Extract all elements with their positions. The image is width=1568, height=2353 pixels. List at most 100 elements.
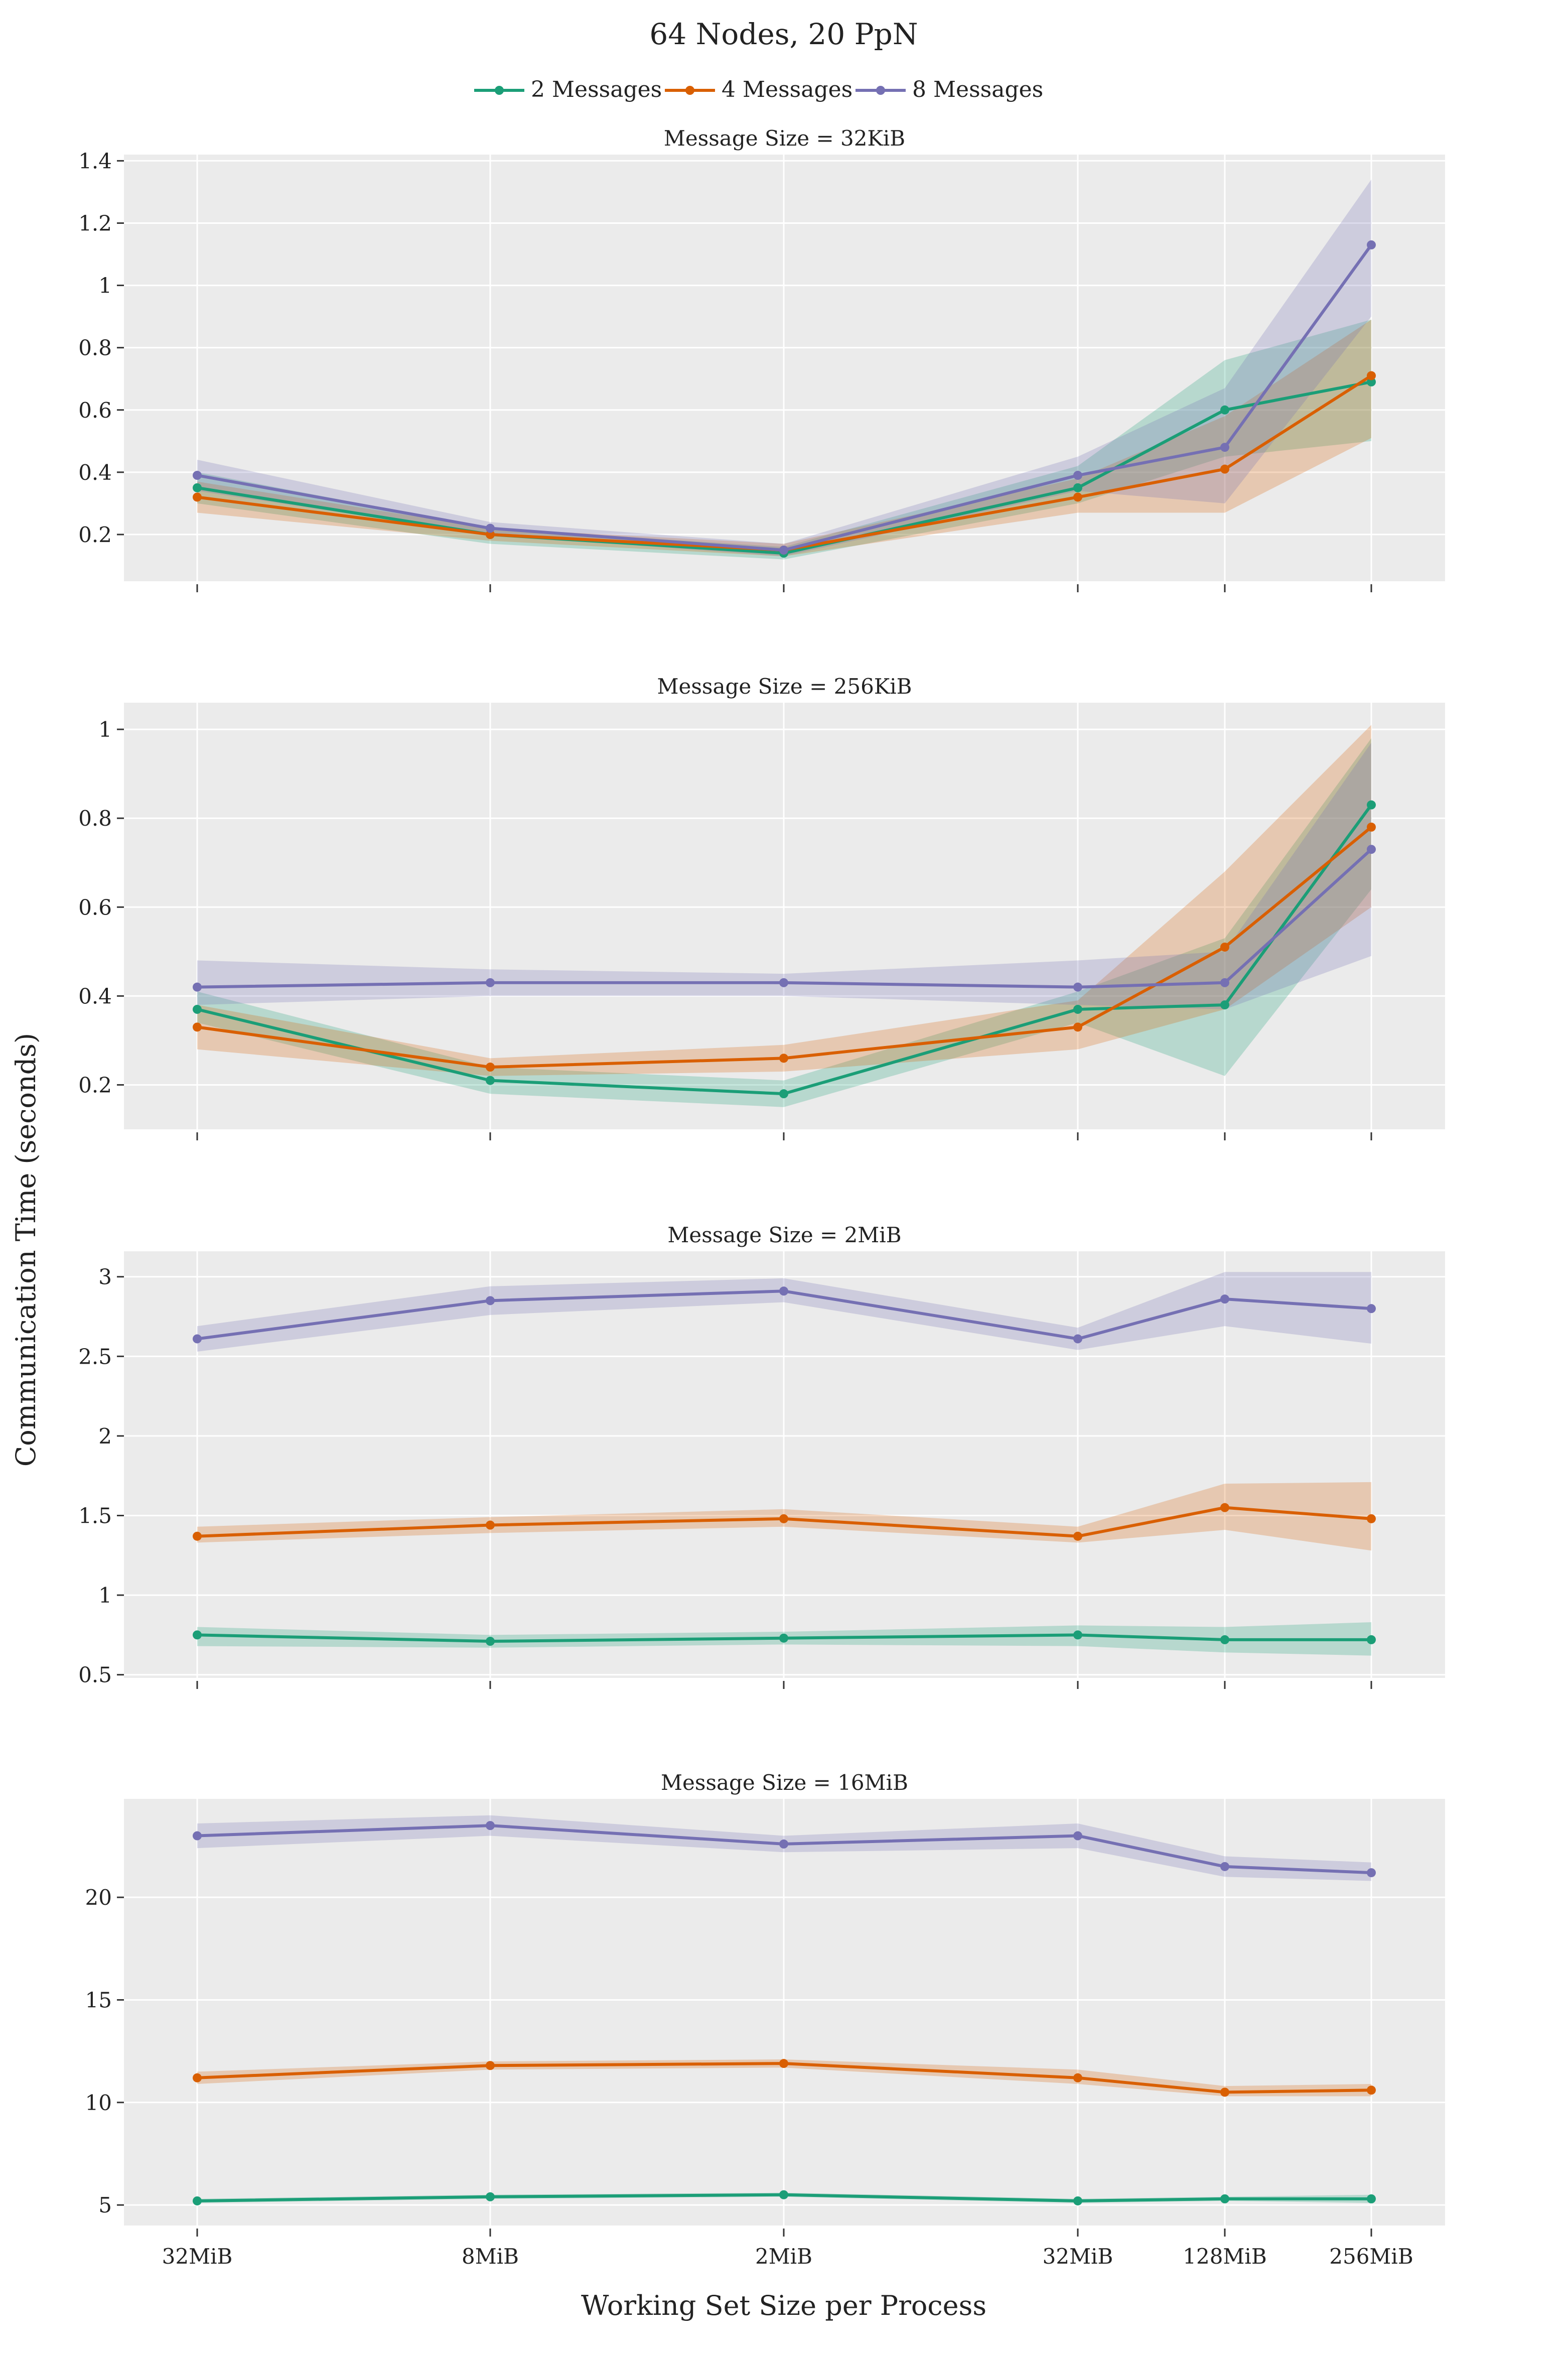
point-4-messages bbox=[779, 1514, 788, 1523]
point-2-messages bbox=[1073, 2196, 1082, 2205]
point-4-messages bbox=[1073, 492, 1082, 502]
point-4-messages bbox=[1220, 2087, 1229, 2097]
point-8-messages bbox=[193, 1831, 202, 1841]
x-tick-label: 256MiB bbox=[1329, 2244, 1413, 2269]
point-2-messages bbox=[779, 2190, 788, 2199]
point-2-messages bbox=[1367, 377, 1376, 386]
legend: 2 Messages 4 Messages 8 Messages bbox=[474, 77, 1043, 102]
point-8-messages bbox=[193, 471, 202, 480]
y-tick-label: 1 bbox=[98, 717, 112, 742]
series-line-4-messages bbox=[197, 1506, 1372, 1538]
y-tick-label: 2.5 bbox=[78, 1344, 112, 1369]
point-2-messages bbox=[193, 1630, 202, 1640]
point-2-messages bbox=[486, 1637, 495, 1646]
point-2-messages bbox=[193, 1004, 202, 1014]
point-8-messages bbox=[1220, 443, 1229, 452]
point-4-messages bbox=[779, 2059, 788, 2068]
point-2-messages bbox=[1073, 483, 1082, 492]
point-8-messages bbox=[1073, 1334, 1082, 1344]
panel-title: Message Size = 32KiB bbox=[664, 126, 905, 151]
series-line-2-messages bbox=[197, 804, 1373, 1096]
point-2-messages bbox=[779, 1089, 788, 1099]
band-8-messages bbox=[197, 742, 1371, 1009]
panel-3: 0.5 1 1.5 2 2.5 3 Message Size = 2MiB bbox=[78, 1223, 1445, 1689]
y-tick-label: 1.5 bbox=[78, 1503, 112, 1528]
y-tick-label: 0.8 bbox=[78, 336, 112, 360]
point-2-messages bbox=[779, 1633, 788, 1643]
panel-title: Message Size = 2MiB bbox=[667, 1223, 901, 1247]
series-line-8-messages bbox=[197, 1289, 1372, 1341]
x-tick-label: 8MiB bbox=[462, 2244, 519, 2269]
point-2-messages bbox=[1073, 1630, 1082, 1640]
legend-item-8-messages: 8 Messages bbox=[856, 77, 1043, 102]
legend-marker-2-messages bbox=[495, 86, 504, 95]
series-line-8-messages bbox=[197, 848, 1373, 989]
point-4-messages bbox=[1073, 1531, 1082, 1541]
y-tick-label: 5 bbox=[98, 2193, 112, 2217]
band-2-messages bbox=[197, 738, 1371, 1107]
point-4-messages bbox=[486, 1063, 495, 1072]
point-2-messages bbox=[193, 483, 202, 492]
point-8-messages bbox=[1073, 471, 1082, 480]
point-8-messages bbox=[1073, 982, 1082, 992]
series-line-2-messages bbox=[197, 2193, 1371, 2202]
point-8-messages bbox=[1367, 1304, 1376, 1314]
point-2-messages bbox=[1073, 1004, 1082, 1014]
band-8-messages bbox=[197, 1272, 1371, 1352]
point-4-messages bbox=[486, 1520, 495, 1530]
point-2-messages bbox=[486, 1076, 495, 1085]
point-4-messages bbox=[193, 1022, 202, 1032]
legend-label-4-messages: 4 Messages bbox=[722, 77, 852, 102]
panel-title: Message Size = 16MiB bbox=[661, 1770, 908, 1795]
y-tick-label: 0.4 bbox=[78, 460, 112, 485]
series-line-4-messages bbox=[197, 2062, 1372, 2094]
panel-title: Message Size = 256KiB bbox=[657, 674, 912, 699]
point-8-messages bbox=[1367, 845, 1376, 854]
point-4-messages bbox=[1073, 1022, 1082, 1032]
y-tick-label: 1.4 bbox=[78, 149, 112, 173]
band-4-messages bbox=[197, 725, 1371, 1076]
point-8-messages bbox=[486, 524, 495, 533]
point-2-messages bbox=[1220, 2194, 1229, 2203]
point-4-messages bbox=[1367, 1514, 1376, 1523]
series-line-2-messages bbox=[197, 1633, 1371, 1643]
point-8-messages bbox=[1220, 978, 1229, 987]
point-4-messages bbox=[1073, 2073, 1082, 2082]
x-tick-label: 32MiB bbox=[162, 2244, 233, 2269]
point-4-messages bbox=[193, 1531, 202, 1541]
point-8-messages bbox=[1367, 240, 1376, 249]
point-8-messages bbox=[1073, 1831, 1082, 1841]
y-tick-label: 1 bbox=[98, 274, 112, 298]
y-axis-label: Communication Time (seconds) bbox=[10, 1033, 42, 1467]
point-4-messages bbox=[1220, 464, 1229, 474]
y-tick-label: 0.5 bbox=[78, 1663, 112, 1687]
y-tick-label: 0.4 bbox=[78, 984, 112, 1008]
point-2-messages bbox=[1367, 800, 1376, 810]
y-tick-label: 1 bbox=[98, 1583, 112, 1608]
y-tick-label: 3 bbox=[98, 1265, 112, 1289]
point-8-messages bbox=[193, 982, 202, 992]
point-8-messages bbox=[1367, 1868, 1376, 1878]
y-tick-label: 2 bbox=[98, 1424, 112, 1449]
point-4-messages bbox=[1367, 2085, 1376, 2095]
x-tick-label: 128MiB bbox=[1183, 2244, 1266, 2269]
point-4-messages bbox=[193, 2073, 202, 2082]
y-tick-label: 0.6 bbox=[78, 398, 112, 423]
point-4-messages bbox=[486, 530, 495, 539]
legend-marker-8-messages bbox=[876, 86, 885, 95]
point-2-messages bbox=[193, 2196, 202, 2205]
panel-4: 5 10 15 20 32MiB 8MiB 2MiB 32MiB 128MiB 256MiB Mes… bbox=[85, 1770, 1445, 2269]
panel-2: 0.2 0.4 0.6 0.8 1 Message Size = 256KiB bbox=[78, 674, 1445, 1140]
point-2-messages bbox=[1220, 405, 1229, 415]
y-tick-label: 0.2 bbox=[78, 1073, 112, 1097]
point-8-messages bbox=[193, 1334, 202, 1344]
band-8-messages bbox=[197, 179, 1371, 557]
point-2-messages bbox=[1220, 1635, 1229, 1644]
y-tick-label: 0.6 bbox=[78, 895, 112, 920]
point-4-messages bbox=[1367, 371, 1376, 380]
point-2-messages bbox=[1367, 1635, 1376, 1644]
x-tick-label: 2MiB bbox=[755, 2244, 812, 2269]
panel-1: 0.2 0.4 0.6 0.8 1 1.2 1.4 Message Size = 32KiB bbox=[78, 126, 1445, 592]
